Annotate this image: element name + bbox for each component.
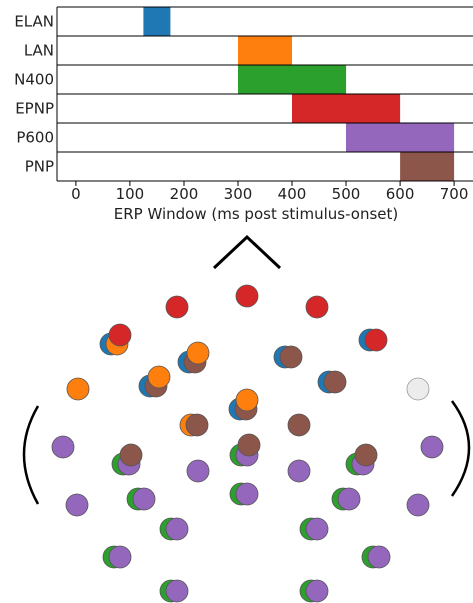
electrode-p600 bbox=[165, 517, 189, 541]
x-tick-label-600: 600 bbox=[386, 185, 415, 203]
electrode-p600 bbox=[165, 579, 189, 603]
bar-elan bbox=[143, 7, 171, 36]
electrode-map bbox=[51, 284, 444, 603]
right-ear-bracket bbox=[450, 400, 471, 497]
electrode-p600 bbox=[51, 435, 75, 459]
x-tick-label-100: 100 bbox=[116, 185, 145, 203]
x-axis-label: ERP Window (ms post stimulus-onset) bbox=[114, 205, 398, 223]
electrode-p600 bbox=[305, 517, 329, 541]
x-tick-label-500: 500 bbox=[332, 185, 361, 203]
electrode-p600 bbox=[305, 579, 329, 603]
y-tick-label-n400: N400 bbox=[14, 71, 54, 89]
electrode-epnp bbox=[108, 323, 132, 347]
electrode-pnp bbox=[119, 443, 143, 467]
electrode-p600 bbox=[186, 459, 210, 483]
electrode-lan bbox=[66, 377, 90, 401]
electrode-epnp bbox=[305, 295, 329, 319]
electrode-epnp bbox=[165, 295, 189, 319]
electrode-epnp bbox=[235, 284, 259, 308]
y-tick-label-pnp: PNP bbox=[25, 158, 54, 176]
electrode-pnp bbox=[354, 443, 378, 467]
x-tick-label-300: 300 bbox=[224, 185, 253, 203]
electrode-pnp bbox=[185, 413, 209, 437]
electrode-pnp bbox=[323, 370, 347, 394]
bar-pnp bbox=[400, 152, 455, 181]
electrode-pnp bbox=[237, 433, 261, 457]
electrode-pnp bbox=[279, 345, 303, 369]
electrode-p600 bbox=[108, 545, 132, 569]
electrode-p600 bbox=[235, 482, 259, 506]
y-tick-label-epnp: EPNP bbox=[15, 100, 54, 118]
x-tick-label-700: 700 bbox=[440, 185, 469, 203]
electrode-none bbox=[406, 377, 430, 401]
electrode-p600 bbox=[406, 493, 430, 517]
bar-lan bbox=[238, 36, 292, 65]
left-ear-bracket bbox=[22, 405, 40, 505]
bar-p600 bbox=[346, 123, 455, 152]
electrode-p600 bbox=[420, 435, 444, 459]
electrode-lan bbox=[235, 388, 259, 412]
erp-window-chart: ELAN LAN N400 EPNP P600 PNP 0 100 200 300 400 500 60… bbox=[14, 6, 473, 203]
x-tick-label-400: 400 bbox=[278, 185, 307, 203]
x-tick-label-0: 0 bbox=[71, 185, 81, 203]
electrode-p600 bbox=[132, 487, 156, 511]
bar-n400 bbox=[238, 65, 347, 94]
electrode-pnp bbox=[287, 413, 311, 437]
y-tick-label-lan: LAN bbox=[24, 42, 54, 60]
electrode-lan bbox=[147, 365, 171, 389]
bar-epnp bbox=[292, 94, 401, 123]
zoom-caret bbox=[212, 234, 282, 270]
y-tick-label-elan: ELAN bbox=[14, 13, 54, 31]
electrode-p600 bbox=[337, 487, 361, 511]
x-tick-label-200: 200 bbox=[170, 185, 199, 203]
y-tick-label-p600: P600 bbox=[16, 129, 54, 147]
electrode-p600 bbox=[65, 493, 89, 517]
electrode-epnp bbox=[364, 328, 388, 352]
electrode-p600 bbox=[367, 545, 391, 569]
electrode-p600 bbox=[287, 459, 311, 483]
electrode-lan bbox=[186, 341, 210, 365]
